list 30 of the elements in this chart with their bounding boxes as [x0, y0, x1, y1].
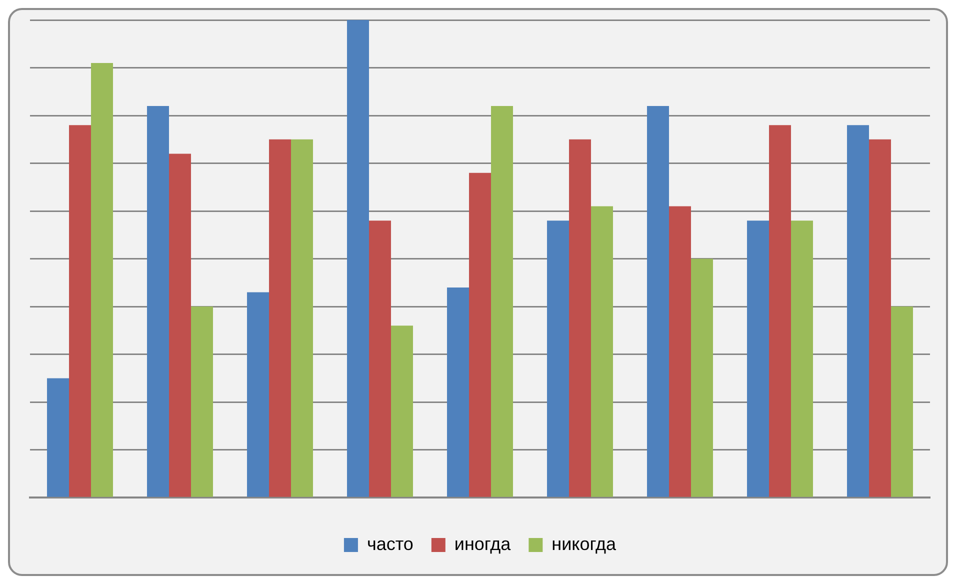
bar [447, 287, 469, 497]
bar [347, 20, 369, 497]
bar [291, 139, 313, 497]
bar [791, 220, 813, 497]
bar [169, 154, 191, 497]
bar [569, 139, 591, 497]
bar [591, 206, 613, 497]
bar [647, 106, 669, 497]
bar [47, 378, 69, 497]
bar [891, 306, 913, 497]
bar [669, 206, 691, 497]
legend-label: никогда [552, 534, 618, 554]
bar [369, 220, 391, 497]
bar [491, 106, 513, 497]
legend-label: часто [366, 534, 414, 554]
bar [691, 258, 713, 497]
bar [91, 62, 113, 497]
bar [769, 125, 791, 497]
bar [191, 306, 213, 497]
bar [847, 125, 869, 497]
bar [547, 220, 569, 497]
bar [747, 220, 769, 497]
bar [869, 139, 891, 497]
bar [147, 106, 169, 497]
bar [247, 292, 269, 497]
bar [269, 139, 291, 497]
bar [69, 125, 91, 497]
bar [391, 326, 413, 497]
legend-label: иногда [454, 534, 512, 554]
bar [469, 172, 491, 497]
